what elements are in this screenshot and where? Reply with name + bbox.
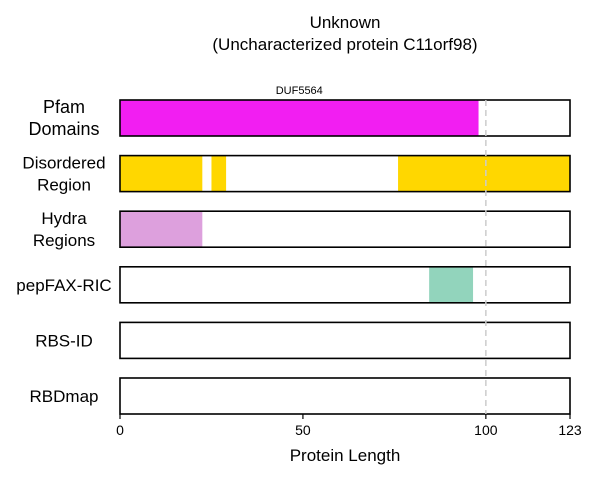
domain-label: DUF5564 [276,85,323,97]
track-frame [119,265,571,304]
track-background [120,266,570,303]
track-3: pepFAX-RIC [16,265,571,304]
track-2-segment-0 [120,211,203,248]
track-frame [119,99,571,137]
track-label: Domains [28,119,99,139]
track-3-segment-0 [429,266,474,303]
track-label: Regions [33,231,95,250]
track-background [120,322,570,359]
track-label: pepFAX-RIC [16,276,111,295]
track-1: Disordered Region [22,154,571,195]
track-label: Disordered [22,154,105,173]
track-1-segment-0 [120,155,203,192]
track-5: RBDmap [30,377,571,415]
track-2: Hydra Regions [33,209,571,250]
x-axis-title: Protein Length [290,446,401,465]
track-label: RBS-ID [35,331,93,350]
chart-title-line-1: Unknown [310,13,381,32]
x-tick-label: 100 [474,422,498,438]
track-background [120,378,570,414]
track-label: Region [37,176,91,195]
track-4: RBS-ID [35,321,571,360]
track-frame [119,210,571,248]
x-tick-label: 0 [116,422,124,438]
chart-title: Unknown (Uncharacterized protein C11orf9… [212,13,477,54]
track-1-segment-1 [211,155,227,192]
track-label: RBDmap [30,387,99,406]
track-frame [119,377,571,415]
x-tick-label: 50 [295,422,311,438]
x-tick-label: 123 [558,422,582,438]
track-frame [119,154,571,193]
chart-title-line-2: (Uncharacterized protein C11orf98) [212,35,477,54]
track-frame [119,321,571,360]
track-label: Pfam [43,97,85,117]
track-label: Hydra [41,209,87,228]
track-0-segment-0 [120,100,479,136]
x-axis: 0 50 100 123 [116,414,582,438]
track-1-segment-2 [398,155,570,192]
